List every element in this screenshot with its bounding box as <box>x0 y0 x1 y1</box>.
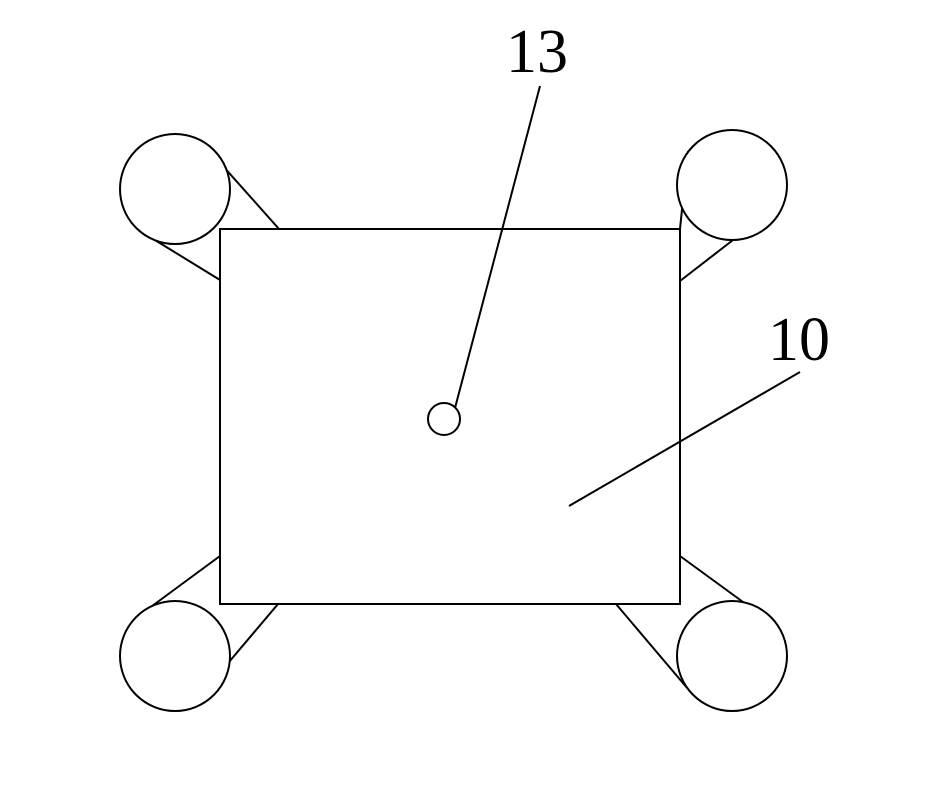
corner-circle-tr <box>677 130 787 240</box>
corner-circle-bl <box>120 601 230 711</box>
corner-circle-br <box>677 601 787 711</box>
corner-circle-tl <box>120 134 230 244</box>
label-13: 13 <box>506 18 568 86</box>
label-10: 10 <box>768 306 830 374</box>
center-hole <box>428 403 460 435</box>
